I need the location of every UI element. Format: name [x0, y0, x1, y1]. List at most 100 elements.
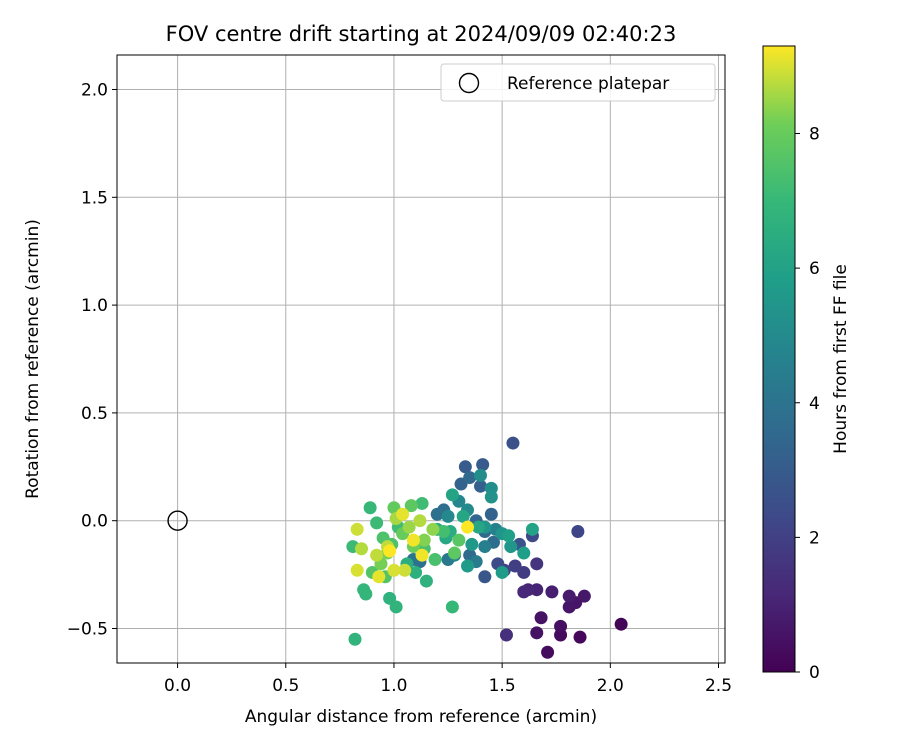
data-point	[484, 507, 498, 521]
colorbar-tick-label: 2	[809, 528, 820, 548]
data-point	[419, 574, 433, 588]
data-point	[614, 617, 628, 631]
legend: Reference platepar	[440, 63, 716, 102]
data-point	[562, 589, 576, 603]
y-tick-label: 0.5	[81, 404, 108, 424]
data-point	[445, 600, 459, 614]
data-point	[387, 563, 401, 577]
y-tick-label: 2.0	[81, 80, 108, 100]
data-point	[530, 626, 544, 640]
data-point	[409, 565, 423, 579]
data-point	[525, 522, 539, 536]
data-point	[354, 542, 368, 556]
grid-lines	[117, 55, 725, 663]
data-point	[554, 619, 568, 633]
data-point	[508, 559, 522, 573]
x-tick-label: 2.5	[705, 676, 732, 696]
data-point	[437, 524, 451, 538]
data-points	[346, 436, 628, 659]
data-point	[357, 583, 371, 597]
data-point	[448, 546, 462, 560]
data-point	[417, 533, 431, 547]
colorbar: 0 2 4 6 8 Hours from first FF file	[762, 45, 851, 683]
data-point	[504, 540, 518, 554]
data-point	[461, 559, 475, 573]
data-point	[541, 645, 555, 659]
y-tick-label: 1.0	[81, 296, 108, 316]
data-point	[534, 611, 548, 625]
x-axis-ticks: 0.0 0.5 1.0 1.5 2.0 2.5	[164, 663, 732, 696]
data-point	[478, 540, 492, 554]
data-point	[562, 600, 576, 614]
y-tick-label: 0.0	[81, 512, 108, 532]
y-axis-label: Rotation from reference (arcmin)	[23, 219, 43, 499]
data-point	[415, 548, 429, 562]
data-point	[484, 490, 498, 504]
data-point	[478, 570, 492, 584]
data-point	[471, 520, 485, 534]
colorbar-tick-label: 6	[809, 259, 820, 279]
data-point	[406, 533, 420, 547]
colorbar-tick-label: 8	[809, 125, 820, 145]
legend-box	[440, 63, 716, 102]
x-tick-label: 1.5	[489, 676, 516, 696]
data-point	[413, 514, 427, 528]
reference-platepar-marker	[167, 510, 188, 531]
data-point	[458, 460, 472, 474]
data-point	[398, 563, 412, 577]
colorbar-tick-label: 0	[809, 663, 820, 683]
x-axis-label: Angular distance from reference (arcmin)	[245, 707, 597, 727]
data-point	[461, 520, 475, 534]
data-point	[517, 546, 531, 560]
x-tick-label: 0.0	[164, 676, 191, 696]
x-tick-label: 2.0	[597, 676, 624, 696]
data-point	[430, 507, 444, 521]
data-point	[452, 533, 466, 547]
data-point	[396, 507, 410, 521]
data-point	[402, 520, 416, 534]
data-point	[350, 563, 364, 577]
data-point	[465, 537, 479, 551]
data-point	[571, 524, 585, 538]
y-tick-label: 1.5	[81, 188, 108, 208]
data-point	[476, 458, 490, 472]
colorbar-ticks: 0 2 4 6 8	[795, 125, 820, 683]
data-point	[474, 468, 488, 482]
data-point	[545, 585, 559, 599]
data-point	[383, 544, 397, 558]
y-axis-ticks: −0.5 0.0 0.5 1.0 1.5 2.0	[67, 80, 117, 640]
data-point	[372, 570, 386, 584]
data-point	[348, 632, 362, 646]
colorbar-gradient	[762, 45, 796, 673]
data-point	[530, 557, 544, 571]
chart-title: FOV centre drift starting at 2024/09/09 …	[166, 22, 677, 46]
y-tick-label: −0.5	[67, 620, 108, 640]
data-point	[350, 522, 364, 536]
data-point	[426, 522, 440, 536]
x-tick-label: 0.5	[272, 676, 299, 696]
data-point	[573, 630, 587, 644]
data-point	[517, 585, 531, 599]
data-point	[415, 496, 429, 510]
data-point	[445, 488, 459, 502]
x-tick-label: 1.0	[380, 676, 407, 696]
data-point	[428, 553, 442, 567]
data-point	[456, 509, 470, 523]
data-point	[463, 471, 477, 485]
data-point	[474, 479, 488, 493]
data-point	[404, 499, 418, 513]
colorbar-label: Hours from first FF file	[831, 264, 851, 454]
data-point	[370, 516, 384, 530]
data-point	[506, 436, 520, 450]
data-point	[495, 565, 509, 579]
data-point	[499, 628, 513, 642]
legend-entry-reference-platepar: Reference platepar	[507, 74, 669, 94]
data-point	[577, 589, 591, 603]
data-point	[363, 501, 377, 515]
colorbar-tick-label: 4	[809, 394, 820, 414]
plot-frame	[116, 54, 726, 664]
legend-marker-icon	[458, 72, 480, 94]
data-point	[389, 600, 403, 614]
data-point	[370, 548, 384, 562]
